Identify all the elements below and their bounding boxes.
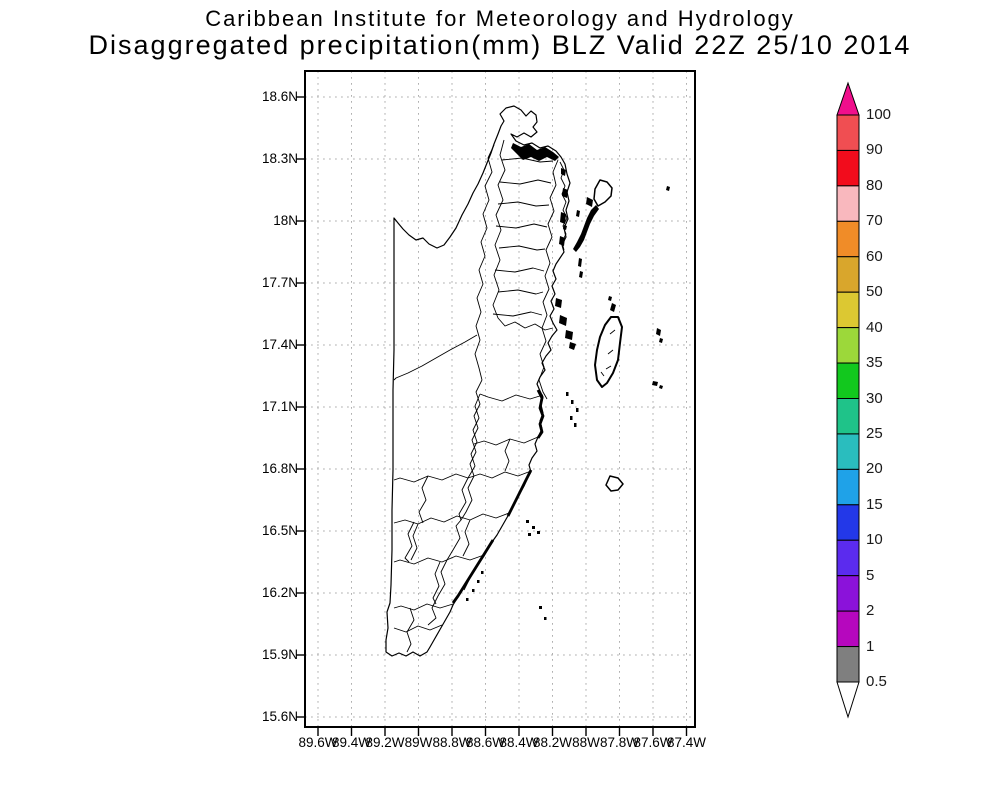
page-subtitle: Disaggregated precipitation(mm) BLZ Vali… (88, 30, 912, 60)
colorbar-segment (836, 256, 860, 293)
colorbar-tick-label: 35 (866, 354, 883, 372)
colorbar-segment (836, 398, 860, 435)
colorbar-segment (836, 433, 860, 470)
colorbar-segment (836, 504, 860, 541)
colorbar-segment (836, 575, 860, 612)
x-axis-label: 87.8W (599, 735, 640, 750)
colorbar-segment (836, 646, 860, 683)
colorbar-segment (836, 610, 860, 648)
belize-map (385, 105, 670, 657)
y-axis-label: 16.5N (261, 523, 298, 538)
colorbar-segment (836, 114, 860, 151)
colorbar-tick-label: 1 (866, 637, 875, 655)
colorbar-top-arrow (836, 81, 860, 116)
colorbar-tick-label: 15 (866, 495, 883, 513)
x-axis-label: 87.4W (666, 735, 707, 750)
colorbar-tick-label: 0.5 (866, 673, 887, 690)
colorbar-segment (836, 468, 860, 506)
colorbar-tick-label: 30 (866, 389, 883, 407)
y-axis-label: 17.4N (261, 337, 298, 352)
colorbar-tick-label: 2 (866, 602, 875, 620)
colorbar-tick-label: 40 (866, 318, 883, 336)
map-frame (304, 70, 696, 728)
colorbar-tick-label: 90 (866, 141, 883, 159)
colorbar-tick-label: 60 (866, 247, 883, 265)
colorbar-tick-label: 20 (866, 460, 883, 478)
turneffe-atoll (594, 316, 623, 388)
y-axis-label: 15.9N (261, 647, 298, 662)
cayes-and-atolls (526, 179, 670, 620)
lighthouse-reef (656, 328, 661, 336)
district-boundaries (393, 139, 568, 653)
colorbar-segment (836, 539, 860, 577)
y-axis-label: 17.7N (261, 275, 298, 290)
axis-ticks (296, 96, 688, 736)
y-axis-label: 15.6N (261, 709, 298, 724)
colorbar-tick-label: 100 (866, 106, 892, 123)
colorbar-tick-label: 5 (866, 566, 875, 584)
colorbar-segment (836, 220, 860, 258)
x-axis-label: 88.4W (499, 735, 539, 750)
colorbar-tick-label: 10 (866, 531, 883, 549)
colorbar-segment (836, 327, 860, 364)
colorbar-tick-label: 25 (866, 424, 883, 442)
colorbar (836, 81, 860, 719)
colorbar-segment (836, 291, 860, 329)
colorbar-tick-label: 70 (866, 212, 883, 230)
colorbar-bottom-arrow (836, 681, 860, 719)
belize-coastline (385, 105, 571, 657)
colorbar-tick-label: 80 (866, 176, 883, 194)
x-axis-label: 89W (404, 735, 433, 750)
y-axis-label: 18.3N (261, 151, 298, 166)
x-axis-label: 89.4W (331, 735, 372, 750)
y-axis-label: 16.8N (261, 461, 298, 476)
y-axis-label: 18N (273, 213, 298, 228)
x-axis-label: 89.6W (298, 735, 338, 750)
colorbar-segment (836, 185, 860, 222)
y-axis-label: 18.6N (261, 89, 298, 104)
x-axis-label: 88W (572, 735, 600, 750)
coast-emphasis (451, 389, 545, 604)
x-axis-label: 88.2W (532, 735, 573, 750)
coastal-lagoon-fills (511, 143, 576, 350)
colorbar-segment (836, 149, 860, 187)
grid-lines (305, 71, 695, 727)
x-axis-label: 89.2W (365, 735, 405, 750)
page-title: Caribbean Institute for Meteorology and … (205, 6, 795, 31)
x-axis-label: 88.8W (432, 735, 472, 750)
glovers-reef (605, 475, 624, 492)
y-axis-label: 16.2N (261, 585, 298, 600)
x-axis-label: 87.6W (633, 735, 673, 750)
colorbar-segment (836, 362, 860, 399)
colorbar-tick-label: 50 (866, 283, 883, 301)
y-axis-label: 17.1N (261, 399, 298, 414)
ambergris-caye (593, 179, 613, 207)
x-axis-label: 88.6W (465, 735, 506, 750)
